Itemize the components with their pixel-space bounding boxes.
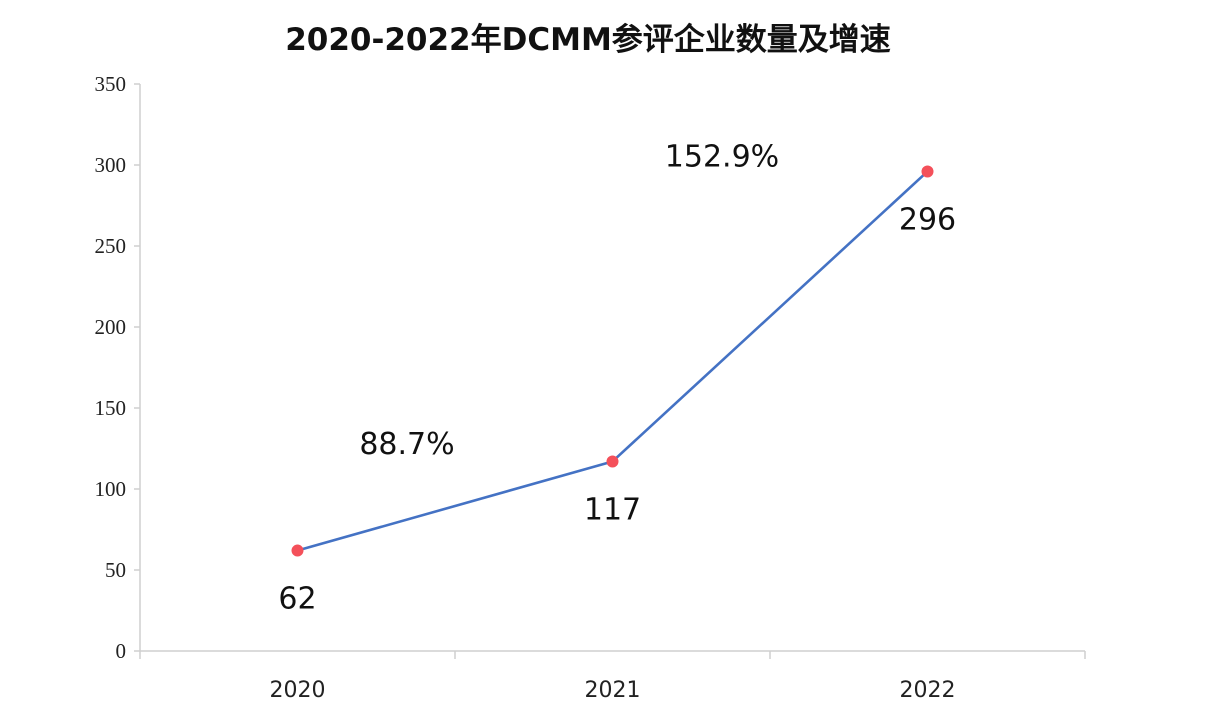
data-label: 296 xyxy=(899,202,956,237)
y-tick-label: 200 xyxy=(95,315,127,339)
data-point xyxy=(606,455,619,468)
x-tick-label: 2020 xyxy=(270,678,326,703)
data-label: 117 xyxy=(584,492,641,527)
y-tick-label: 0 xyxy=(116,639,127,663)
data-label: 62 xyxy=(278,582,316,617)
y-tick-label: 50 xyxy=(105,558,126,582)
data-point xyxy=(291,544,304,557)
x-tick-label: 2022 xyxy=(900,678,956,703)
labels-layer: 62 117 296 88.7% 152.9% xyxy=(278,139,956,616)
y-tick-label: 300 xyxy=(95,153,127,177)
series-layer xyxy=(291,165,934,557)
y-tick-label: 350 xyxy=(95,72,127,96)
x-tick-label: 2021 xyxy=(585,678,641,703)
growth-rate-label: 152.9% xyxy=(665,139,779,174)
axes: 0 50 100 150 200 250 300 350 2020 2021 2022 xyxy=(95,72,1086,703)
y-tick-label: 100 xyxy=(95,477,127,501)
chart-title: 2020-2022年DCMM参评企业数量及增速 xyxy=(285,22,891,58)
growth-rate-label: 88.7% xyxy=(359,427,454,462)
y-tick-label: 250 xyxy=(95,234,127,258)
data-point xyxy=(921,165,934,178)
y-tick-label: 150 xyxy=(95,396,127,420)
